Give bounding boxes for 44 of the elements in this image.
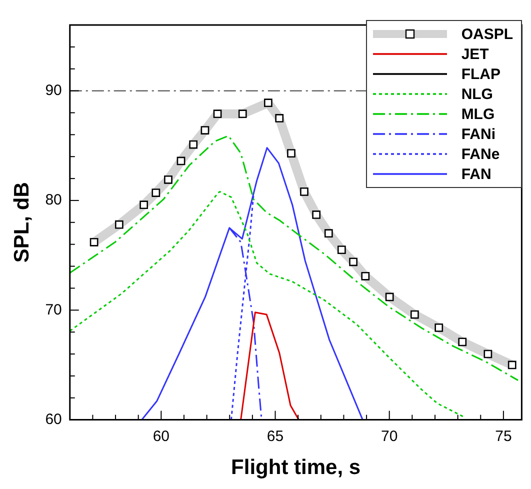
point xyxy=(213,110,222,118)
point xyxy=(458,338,467,346)
point xyxy=(200,126,210,134)
y-tick-label: 90 xyxy=(45,82,62,99)
point xyxy=(324,229,333,238)
legend-label: FAN xyxy=(461,166,492,182)
point xyxy=(189,140,198,149)
legend-label: OASPL xyxy=(461,26,513,42)
point xyxy=(434,323,444,332)
y-tick-label: 80 xyxy=(45,192,62,209)
point xyxy=(238,110,247,118)
point xyxy=(114,220,124,229)
point xyxy=(410,310,419,319)
legend-label: FANe xyxy=(461,146,500,162)
y-tick-label: 70 xyxy=(45,301,62,318)
point xyxy=(264,98,272,108)
x-tick-label: 65 xyxy=(266,428,284,445)
point xyxy=(275,114,284,122)
legend-label: MLG xyxy=(461,106,495,122)
x-tick-label: 70 xyxy=(381,428,398,445)
x-axis-title: Flight time, s xyxy=(231,456,361,480)
point xyxy=(152,188,160,197)
point xyxy=(508,360,516,370)
point xyxy=(164,175,172,184)
point xyxy=(361,272,370,280)
x-tick-label: 75 xyxy=(495,428,512,445)
legend-label: FLAP xyxy=(461,66,500,82)
x-tick-label: 60 xyxy=(152,428,170,445)
legend-label: FANi xyxy=(461,126,496,142)
point xyxy=(287,149,296,158)
point xyxy=(484,350,492,358)
point xyxy=(300,188,308,196)
point xyxy=(312,210,321,219)
point xyxy=(90,238,98,246)
point xyxy=(176,156,186,166)
legend-label: JET xyxy=(461,46,489,62)
legend-label: NLG xyxy=(461,86,493,102)
y-tick-label: 60 xyxy=(45,410,62,428)
point xyxy=(337,246,346,254)
point xyxy=(140,200,148,210)
line-series xyxy=(70,190,464,418)
point xyxy=(349,258,358,266)
point xyxy=(385,292,394,302)
y-axis-title: SPL, dB xyxy=(10,182,34,263)
